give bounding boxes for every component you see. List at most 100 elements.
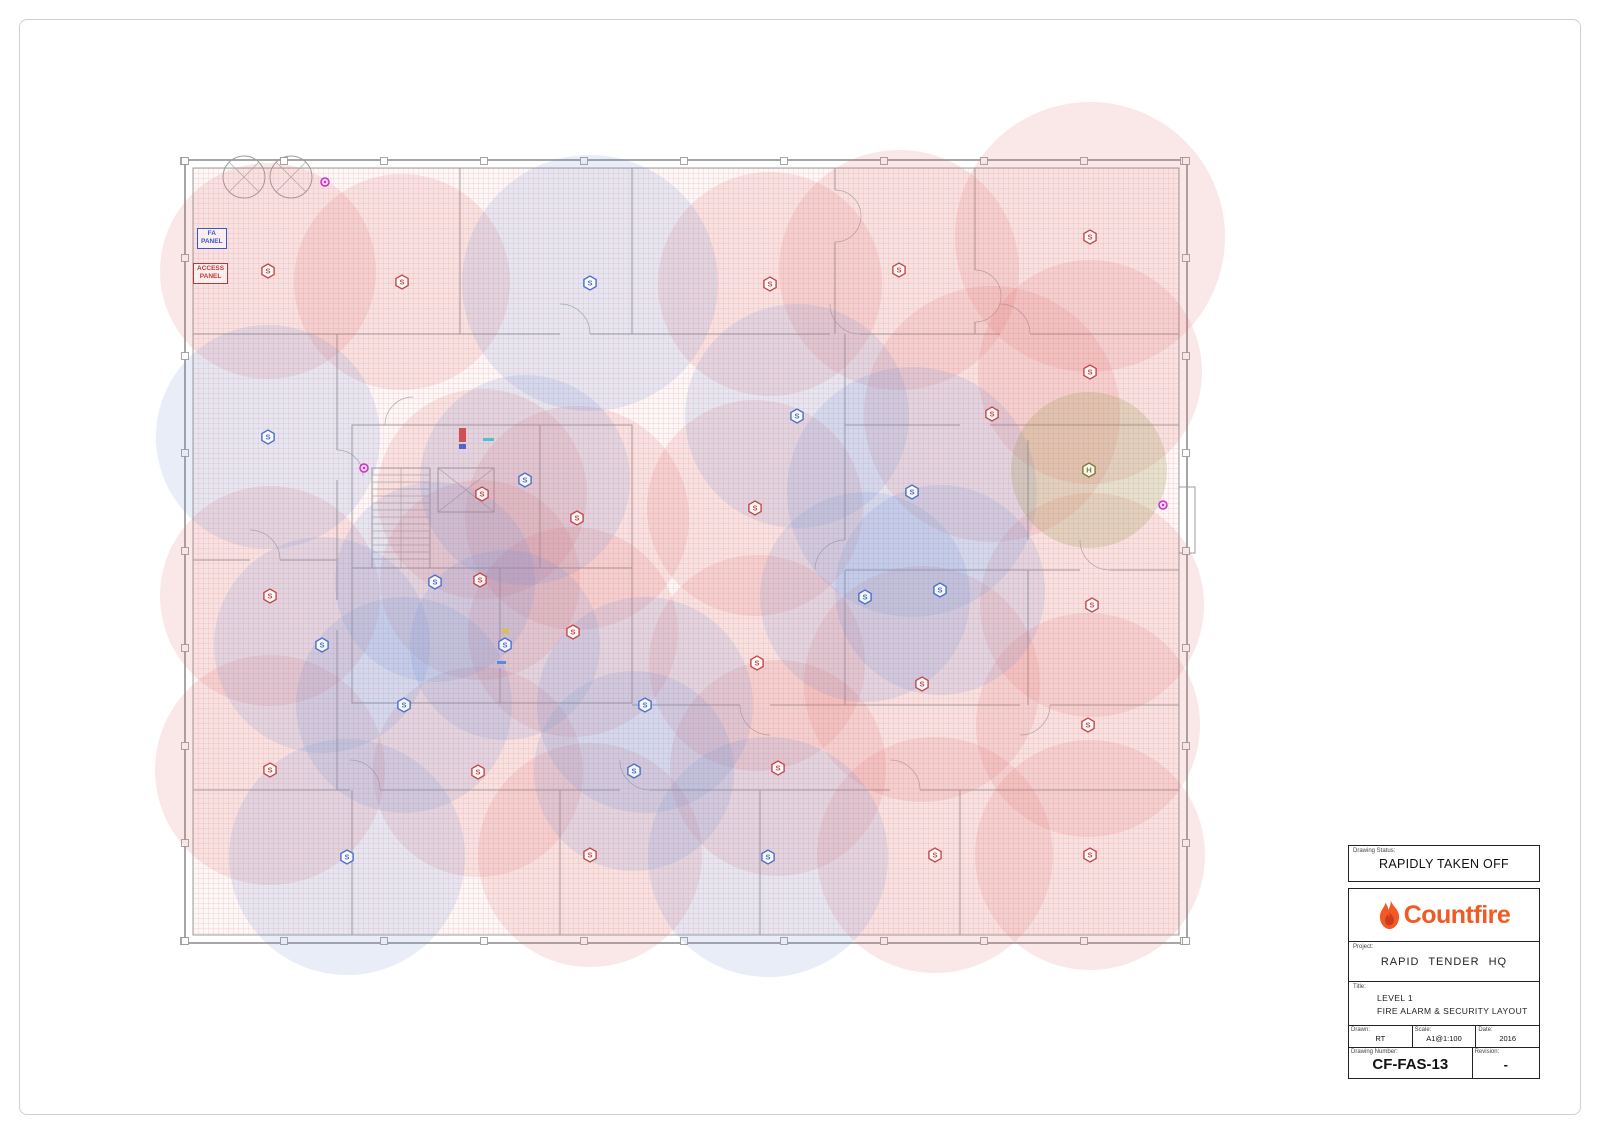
- security-device-marker[interactable]: S: [397, 697, 411, 713]
- svg-text:S: S: [989, 410, 994, 419]
- drawn-value: RT: [1375, 1034, 1386, 1043]
- beacon-device-marker[interactable]: [1158, 500, 1168, 510]
- column-marker: [380, 937, 388, 945]
- security-device-marker[interactable]: S: [858, 589, 872, 605]
- svg-text:S: S: [502, 641, 507, 650]
- project-label: Project:: [1353, 944, 1374, 950]
- date-label: Date:: [1478, 1027, 1493, 1033]
- svg-text:S: S: [1087, 368, 1092, 377]
- column-marker: [181, 547, 189, 555]
- drawing-number-value: CF-FAS-13: [1372, 1056, 1449, 1073]
- security-device-marker[interactable]: S: [340, 849, 354, 865]
- coverage-circles-layer: [155, 102, 1225, 977]
- fire-device-marker[interactable]: S: [1083, 847, 1097, 863]
- column-marker: [1182, 157, 1190, 165]
- fire-device-marker[interactable]: S: [263, 588, 277, 604]
- column-marker: [980, 937, 988, 945]
- title-block: Drawing Status: RAPIDLY TAKEN OFF Countf…: [1348, 845, 1540, 1079]
- column-marker: [181, 937, 189, 945]
- fire-device-marker[interactable]: S: [566, 624, 580, 640]
- column-marker: [480, 157, 488, 165]
- fire-device-marker[interactable]: S: [471, 764, 485, 780]
- security-device-marker[interactable]: S: [761, 849, 775, 865]
- column-marker: [780, 157, 788, 165]
- fan-symbol: [222, 155, 266, 199]
- beacon-device-marker[interactable]: [359, 463, 369, 473]
- fire-device-marker[interactable]: S: [570, 510, 584, 526]
- column-marker: [880, 157, 888, 165]
- security-device-marker[interactable]: S: [261, 429, 275, 445]
- security-device-marker[interactable]: S: [428, 574, 442, 590]
- svg-text:S: S: [932, 851, 937, 860]
- column-marker: [1080, 937, 1088, 945]
- equipment-mark: [459, 444, 466, 449]
- fire-device-marker[interactable]: S: [395, 274, 409, 290]
- fire-device-marker[interactable]: S: [263, 762, 277, 778]
- fire-device-marker[interactable]: S: [1083, 364, 1097, 380]
- meta-row: Drawn: RT Scale: A1@1:100 Date: 2016: [1349, 1026, 1539, 1048]
- column-marker: [181, 742, 189, 750]
- svg-text:S: S: [399, 278, 404, 287]
- drawn-cell: Drawn: RT: [1349, 1026, 1413, 1047]
- fire-device-marker[interactable]: S: [1085, 597, 1099, 613]
- security-device-marker[interactable]: S: [933, 582, 947, 598]
- svg-text:S: S: [401, 701, 406, 710]
- fire-device-marker[interactable]: S: [928, 847, 942, 863]
- title-label: Title:: [1353, 984, 1366, 990]
- fa-panel-label: FA PANEL: [197, 228, 227, 249]
- security-device-marker[interactable]: S: [638, 697, 652, 713]
- security-device-marker[interactable]: S: [905, 484, 919, 500]
- fire-device-marker[interactable]: S: [1083, 229, 1097, 245]
- equipment-mark: [483, 438, 494, 441]
- column-marker: [1182, 449, 1190, 457]
- security-device-marker[interactable]: S: [790, 408, 804, 424]
- column-marker: [1080, 157, 1088, 165]
- fire-device-marker[interactable]: S: [915, 676, 929, 692]
- fire-device-marker[interactable]: S: [748, 500, 762, 516]
- drawing-number-cell: Drawing Number: CF-FAS-13: [1349, 1048, 1473, 1078]
- security-device-marker[interactable]: S: [583, 275, 597, 291]
- fire-device-marker[interactable]: S: [473, 572, 487, 588]
- fire-device-marker[interactable]: S: [1081, 717, 1095, 733]
- title-block-main: Countfire Project: RAPID TENDER HQ Title…: [1348, 888, 1540, 1079]
- drawing-status-value: RAPIDLY TAKEN OFF: [1379, 857, 1509, 871]
- column-marker: [1182, 254, 1190, 262]
- column-marker: [880, 937, 888, 945]
- beacon-device-marker[interactable]: [320, 177, 330, 187]
- fire-device-marker[interactable]: S: [763, 276, 777, 292]
- svg-text:S: S: [1089, 601, 1094, 610]
- fire-device-marker[interactable]: S: [750, 655, 764, 671]
- flame-icon: [1379, 900, 1399, 930]
- column-marker: [1182, 937, 1190, 945]
- svg-text:S: S: [752, 504, 757, 513]
- fire-device-marker[interactable]: S: [771, 760, 785, 776]
- scale-cell: Scale: A1@1:100: [1413, 1026, 1477, 1047]
- lift: [437, 467, 495, 513]
- svg-text:S: S: [919, 680, 924, 689]
- security-device-marker[interactable]: S: [518, 472, 532, 488]
- security-device-marker[interactable]: S: [498, 637, 512, 653]
- equipment-mark: [459, 428, 466, 442]
- svg-text:S: S: [477, 576, 482, 585]
- countfire-logo: Countfire: [1349, 889, 1539, 942]
- svg-text:S: S: [896, 266, 901, 275]
- column-marker: [1182, 547, 1190, 555]
- svg-text:S: S: [1087, 233, 1092, 242]
- fire-device-marker[interactable]: S: [261, 263, 275, 279]
- equipment-mark: [502, 629, 509, 633]
- column-marker: [181, 254, 189, 262]
- svg-text:S: S: [587, 851, 592, 860]
- fire-device-marker[interactable]: S: [475, 486, 489, 502]
- security-device-marker[interactable]: S: [627, 763, 641, 779]
- svg-text:S: S: [265, 433, 270, 442]
- fire-device-marker[interactable]: S: [985, 406, 999, 422]
- drawn-label: Drawn:: [1351, 1027, 1371, 1033]
- security-device-marker[interactable]: S: [315, 637, 329, 653]
- number-row: Drawing Number: CF-FAS-13 Revision: -: [1349, 1048, 1539, 1078]
- device-markers-layer: S S S S S S S S S S S S S S S S S S S S S S S S S S S S S S S S S S S S S S H: [261, 177, 1168, 865]
- svg-text:S: S: [767, 280, 772, 289]
- heat-device-marker[interactable]: H: [1082, 462, 1096, 478]
- fire-device-marker[interactable]: S: [892, 262, 906, 278]
- drawing-status-box: Drawing Status: RAPIDLY TAKEN OFF: [1348, 845, 1540, 882]
- fire-device-marker[interactable]: S: [583, 847, 597, 863]
